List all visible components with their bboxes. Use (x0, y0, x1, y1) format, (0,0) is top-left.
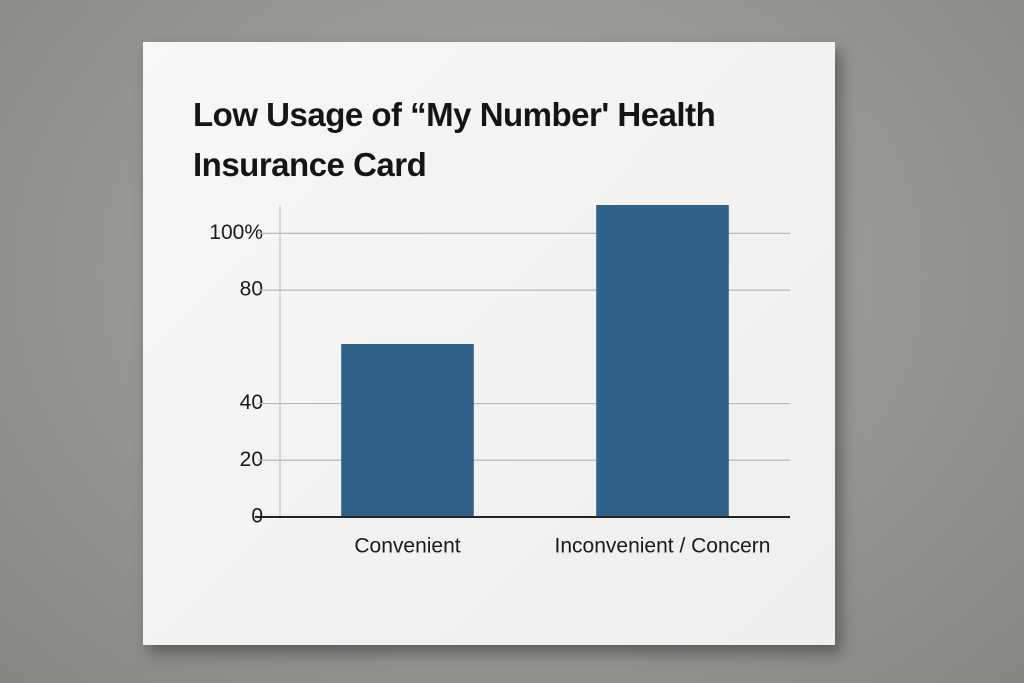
x-tick-label: Inconvenient / Concern (555, 535, 771, 558)
x-tick-label: Convenient (354, 535, 460, 558)
bar (341, 343, 474, 517)
chart-card: Low Usage of “My Number' Health Insuranc… (143, 42, 835, 645)
bar (596, 205, 729, 517)
y-tick-label: 20 (240, 448, 263, 471)
y-tick-label: 80 (240, 278, 263, 301)
chart-title: Low Usage of “My Number' Health Insuranc… (193, 96, 716, 183)
y-tick-label: 40 (240, 391, 263, 414)
y-tick-label: 100% (209, 221, 263, 244)
